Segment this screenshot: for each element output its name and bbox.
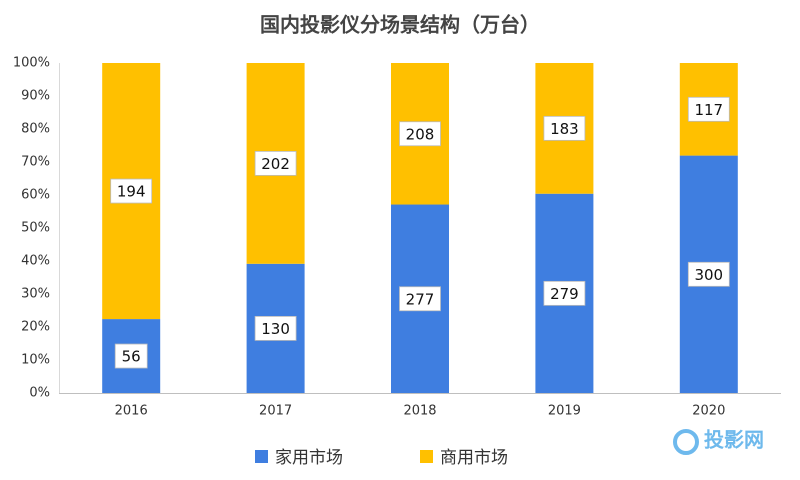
value-label: 202 — [261, 155, 290, 173]
value-label: 279 — [550, 285, 579, 303]
value-label-box — [110, 178, 153, 204]
y-tick-label: 0% — [29, 386, 50, 401]
value-label: 277 — [406, 290, 435, 308]
legend-swatch — [420, 450, 433, 463]
value-label: 194 — [117, 183, 146, 201]
value-label-box — [687, 261, 730, 287]
value-label: 117 — [694, 101, 723, 119]
value-label-box — [687, 96, 730, 122]
y-tick-label: 70% — [21, 155, 50, 170]
legend-label: 商用市场 — [440, 448, 508, 468]
y-tick-label: 100% — [13, 56, 50, 71]
y-tick-label: 20% — [21, 320, 50, 335]
legend-swatch — [255, 450, 268, 463]
y-tick-label: 10% — [21, 353, 50, 368]
y-tick-label: 50% — [21, 221, 50, 236]
y-tick-label: 80% — [21, 122, 50, 137]
x-tick-label: 2016 — [115, 404, 148, 419]
x-tick-label: 2018 — [403, 404, 436, 419]
chart-title: 国内投影仪分场景结构（万台） — [260, 13, 540, 37]
watermark: 投影网 — [704, 428, 764, 452]
value-label: 130 — [261, 320, 290, 338]
legend-label: 家用市场 — [275, 448, 343, 468]
y-tick-label: 40% — [21, 254, 50, 269]
value-label-box — [543, 115, 586, 141]
x-tick-label: 2017 — [259, 404, 292, 419]
value-label-box — [399, 121, 441, 147]
value-label: 208 — [406, 125, 435, 143]
value-label: 300 — [694, 266, 723, 284]
watermark-logo — [673, 429, 699, 455]
value-label-box — [543, 280, 586, 306]
value-label: 56 — [122, 348, 141, 366]
value-label-box — [399, 286, 441, 312]
y-tick-label: 60% — [21, 188, 50, 203]
value-label-box — [254, 315, 297, 341]
value-label-box — [254, 150, 297, 176]
value-label: 183 — [550, 120, 579, 138]
y-tick-label: 90% — [21, 89, 50, 104]
value-label-box — [114, 343, 148, 369]
x-tick-label: 2020 — [692, 404, 725, 419]
y-tick-label: 30% — [21, 287, 50, 302]
x-tick-label: 2019 — [548, 404, 581, 419]
